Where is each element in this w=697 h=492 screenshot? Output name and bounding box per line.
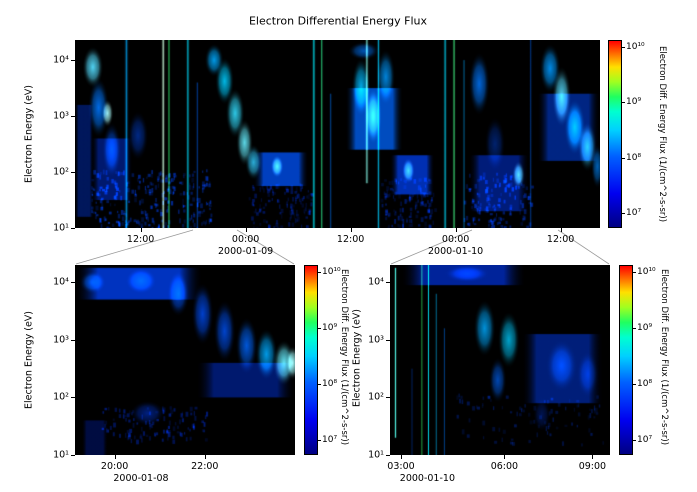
main-y-tickmark (71, 228, 75, 229)
zoom-left-colorbar-tick-label: 10⁸ (322, 378, 338, 389)
zoom-right-y-tickmark (386, 282, 390, 284)
main-colorbar-tick-label: 10⁹ (626, 97, 642, 108)
zoom-left-colorbar-tick-label: 10¹⁰ (322, 266, 341, 277)
main-colorbar-tickmark (622, 212, 625, 214)
zoom-right-date-label: 2000-01-10 (399, 473, 455, 484)
zoom-left-y-tickmark (71, 455, 75, 456)
main-y-tickmark (71, 172, 75, 174)
zoom-right-y-tickmark (386, 455, 390, 456)
zoom-right-colorbar-tick-label: 10⁹ (637, 322, 653, 333)
main-x-tickmark (350, 228, 352, 232)
main-date-label: 2000-01-09 (218, 246, 274, 257)
zoom-right-y-axis-label: Electron Energy (eV) (351, 308, 363, 408)
main-spectrogram-plot (75, 40, 600, 228)
zoom-right-y-tick-label: 10¹ (368, 449, 384, 461)
main-colorbar-tick-label: 10⁷ (626, 207, 642, 218)
main-date-label: 2000-01-10 (428, 246, 484, 257)
zoom-right-colorbar-tickmark (633, 327, 636, 329)
main-x-tick-label: 12:00 (126, 234, 155, 245)
zoom-left-colorbar-tickmark (318, 383, 321, 385)
main-y-tickmark (71, 60, 75, 62)
zoom-left-y-tick-label: 10¹ (53, 449, 69, 461)
zoom-right-colorbar-tickmark (633, 439, 636, 441)
zoom-left-y-tick-label: 10⁴ (53, 276, 69, 288)
main-x-tickmark (140, 228, 142, 232)
zoom-right-y-tick-label: 10² (368, 391, 384, 403)
main-y-tick-label: 10⁴ (53, 54, 69, 66)
main-x-tickmark (455, 228, 457, 232)
zoom-left-date-label: 2000-01-08 (113, 473, 169, 484)
zoom-left-spectrogram-plot (75, 265, 295, 455)
zoom-right-y-tickmark (386, 339, 390, 341)
zoom-left-y-tickmark (71, 397, 75, 399)
zoom-right-spectrogram-plot (390, 265, 610, 455)
zoom-right-colorbar-tickmark (633, 271, 636, 273)
zoom-left-colorbar (304, 265, 318, 455)
main-y-tick-label: 10³ (53, 110, 69, 122)
zoom-right-colorbar (619, 265, 633, 455)
main-y-tick-label: 10² (53, 166, 69, 178)
zoom-left-x-tick-label: 20:00 (100, 461, 129, 472)
main-colorbar (608, 40, 622, 228)
main-x-tickmark (245, 228, 247, 232)
zoom-left-colorbar-title: Electron Diff. Energy Flux (1/(cm^2-s-sr… (339, 268, 349, 446)
zoom-right-x-tick-label: 06:00 (490, 461, 519, 472)
zoom-left-x-tickmark (114, 455, 116, 459)
zoom-left-y-tick-label: 10² (53, 391, 69, 403)
zoom-right-y-tickmark (386, 397, 390, 399)
zoom-right-colorbar-tickmark (633, 383, 636, 385)
main-y-tickmark (71, 116, 75, 118)
main-y-tick-label: 10¹ (53, 222, 69, 234)
main-x-tick-label: 12:00 (546, 234, 575, 245)
main-colorbar-tickmark (622, 157, 625, 159)
zoom-right-colorbar-tick-label: 10⁸ (637, 378, 653, 389)
zoom-right-x-tickmark (401, 455, 402, 459)
main-colorbar-title: Electron Diff. Energy Flux (1/(cm^2-s-sr… (657, 45, 667, 223)
main-colorbar-tick-label: 10¹⁰ (626, 41, 645, 52)
main-x-tickmark (560, 228, 562, 232)
zoom-right-x-tickmark (592, 455, 594, 459)
zoom-left-x-tick-label: 22:00 (191, 461, 219, 472)
zoom-left-y-tickmark (71, 339, 75, 341)
zoom-left-y-axis-label: Electron Energy (eV) (23, 310, 35, 410)
zoom-left-colorbar-tickmark (318, 439, 321, 441)
zoom-right-colorbar-tick-label: 10⁷ (637, 434, 653, 445)
zoom-right-x-tick-label: 03:00 (387, 461, 415, 472)
main-x-tick-label: 00:00 (231, 234, 260, 245)
zoom-left-colorbar-tickmark (318, 327, 321, 329)
zoom-right-x-tickmark (504, 455, 506, 459)
zoom-right-x-tick-label: 09:00 (578, 461, 607, 472)
main-colorbar-tickmark (622, 102, 625, 104)
figure-title: Electron Differential Energy Flux (248, 14, 428, 28)
main-colorbar-tickmark (622, 46, 625, 48)
zoom-left-colorbar-tick-label: 10⁷ (322, 434, 338, 445)
main-colorbar-tick-label: 10⁸ (626, 152, 642, 163)
zoom-right-colorbar-tick-label: 10¹⁰ (637, 266, 656, 277)
zoom-right-colorbar-title: Electron Diff. Energy Flux (1/(cm^2-s-sr… (659, 268, 669, 446)
zoom-left-y-tickmark (71, 282, 75, 284)
main-x-tick-label: 12:00 (336, 234, 365, 245)
main-x-tick-label: 00:00 (441, 234, 470, 245)
zoom-left-colorbar-tickmark (318, 271, 321, 273)
zoom-left-x-tickmark (204, 455, 206, 459)
zoom-right-y-tick-label: 10⁴ (368, 276, 384, 288)
zoom-left-colorbar-tick-label: 10⁹ (322, 322, 338, 333)
zoom-left-y-tick-label: 10³ (53, 334, 69, 346)
zoom-right-y-tick-label: 10³ (368, 334, 384, 346)
main-y-axis-label: Electron Energy (eV) (23, 84, 35, 184)
